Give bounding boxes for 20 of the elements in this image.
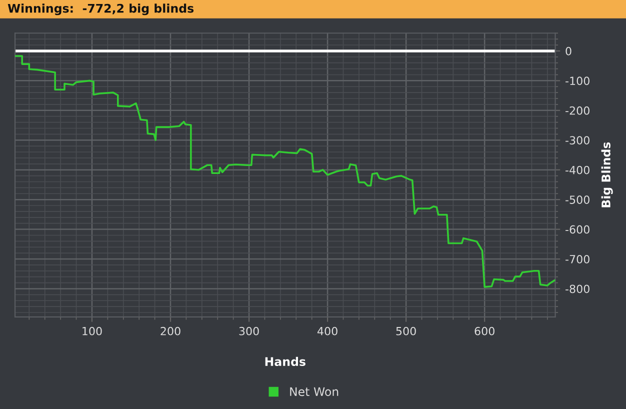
- y-tick-label: -300: [566, 136, 590, 145]
- x-tick-label: 200: [160, 326, 180, 336]
- chart-title: Winnings: -772,2 big blinds: [8, 4, 194, 16]
- x-tick-label: 600: [474, 326, 494, 336]
- y-tick-label: -500: [566, 196, 590, 204]
- y-axis-title: Big Blinds: [601, 142, 613, 208]
- line-series: [15, 55, 556, 288]
- y-tick-label: -600: [566, 225, 590, 234]
- y-tick-label: -200: [566, 106, 590, 115]
- x-tick-label: 500: [396, 326, 416, 336]
- y-tick-label: 0: [566, 46, 572, 56]
- y-tick-label: -100: [566, 76, 590, 86]
- y-tick-label: -800: [566, 284, 590, 294]
- x-tick-label: 400: [317, 326, 338, 336]
- x-tick-label: 100: [82, 326, 102, 336]
- legend-label: Net Won: [290, 387, 338, 396]
- x-tick-label: 300: [239, 326, 259, 336]
- y-tick-label: -700: [566, 254, 590, 264]
- x-axis-title: Hands: [265, 356, 306, 366]
- y-tick-label: -400: [566, 166, 590, 174]
